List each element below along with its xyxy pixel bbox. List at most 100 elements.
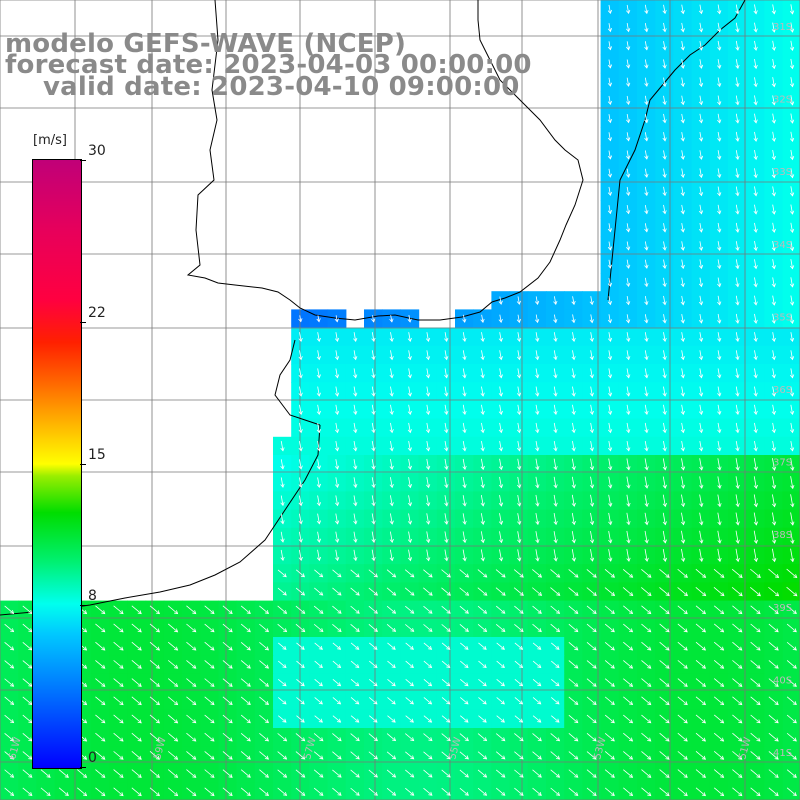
wind-arrow-head xyxy=(389,356,394,361)
wind-arrow xyxy=(459,605,469,614)
wind-arrow-head xyxy=(334,356,340,361)
wind-arrow xyxy=(644,4,648,14)
wind-arrow xyxy=(499,296,502,305)
wind-arrow xyxy=(444,531,448,543)
wind-arrow xyxy=(790,494,794,507)
wind-arrow xyxy=(608,59,611,68)
wind-arrow-head xyxy=(607,64,613,69)
wind-arrow xyxy=(590,458,593,470)
wind-arrow-head xyxy=(391,609,397,614)
wind-arrow-head xyxy=(155,701,160,706)
wind-arrow-head xyxy=(318,700,323,705)
wind-arrow-head xyxy=(228,719,233,724)
wind-arrow-head xyxy=(537,628,542,633)
wind-arrow-head xyxy=(790,503,795,508)
wind-arrow xyxy=(532,678,541,687)
wind-arrow-head xyxy=(628,792,634,797)
latitude-label: 33S xyxy=(773,167,792,178)
wind-arrow-head xyxy=(790,521,795,526)
wind-arrow xyxy=(499,404,502,415)
wind-arrow-head xyxy=(665,737,670,742)
wind-arrow-head xyxy=(683,682,688,687)
wind-arrow xyxy=(514,605,524,614)
wind-arrow-head xyxy=(774,646,779,651)
wind-cell xyxy=(127,782,147,800)
latitude-label: 36S xyxy=(773,385,792,396)
wind-arrow-head xyxy=(319,628,324,633)
wind-arrow-head xyxy=(389,410,394,416)
wind-arrow xyxy=(695,769,706,778)
wind-arrow xyxy=(608,277,611,287)
wind-arrow xyxy=(590,512,593,525)
wind-arrow-head xyxy=(83,664,88,669)
wind-arrow xyxy=(371,368,375,378)
wind-arrow-head xyxy=(644,429,649,434)
wind-arrow xyxy=(350,587,360,596)
wind-arrow xyxy=(369,660,378,668)
wind-arrow xyxy=(204,678,215,687)
wind-arrow-head xyxy=(738,773,743,778)
wind-arrow-head xyxy=(519,591,524,596)
wind-arrow xyxy=(4,642,14,651)
wind-arrow-head xyxy=(698,173,704,179)
wind-arrow xyxy=(663,295,666,305)
wind-cell xyxy=(782,182,800,201)
wind-arrow xyxy=(167,660,178,669)
wind-arrow xyxy=(350,733,360,741)
wind-arrow xyxy=(735,440,739,451)
wind-arrow xyxy=(460,715,469,723)
wind-arrow-head xyxy=(192,773,197,778)
wind-arrow-head xyxy=(698,374,704,379)
wind-arrow xyxy=(681,150,684,160)
wind-arrow-head xyxy=(698,82,704,88)
wind-arrow xyxy=(681,113,684,123)
wind-arrow xyxy=(371,531,375,543)
wind-arrow xyxy=(695,605,706,614)
wind-arrow-head xyxy=(446,737,451,742)
wind-arrow-head xyxy=(665,682,670,687)
wind-arrow-head xyxy=(680,539,686,544)
wind-arrow-head xyxy=(771,210,776,215)
wind-arrow xyxy=(717,440,721,451)
wind-arrow xyxy=(296,697,305,705)
wind-arrow-head xyxy=(101,773,106,778)
wind-cell xyxy=(782,18,800,37)
wind-arrow xyxy=(677,568,688,578)
wind-arrow xyxy=(681,4,684,14)
wind-arrow xyxy=(371,386,375,397)
wind-arrow-head xyxy=(537,591,543,596)
wind-arrow-head xyxy=(535,520,540,526)
wind-arrow-head xyxy=(647,682,652,687)
wind-arrow xyxy=(426,368,429,378)
wind-arrow xyxy=(408,422,411,433)
wind-arrow xyxy=(590,314,593,323)
wind-arrow-head xyxy=(717,155,722,160)
wind-arrow xyxy=(754,241,757,251)
wind-arrow xyxy=(405,769,414,778)
wind-arrow xyxy=(608,314,611,323)
wind-arrow-head xyxy=(389,374,394,379)
wind-arrow-head xyxy=(553,539,558,544)
wind-arrow xyxy=(313,623,324,632)
wind-arrow xyxy=(717,131,721,142)
wind-arrow xyxy=(222,787,233,796)
wind-arrow xyxy=(335,315,338,322)
wind-arrow xyxy=(423,587,433,596)
wind-arrow-head xyxy=(389,318,394,323)
wind-arrow xyxy=(772,404,775,415)
wind-cell xyxy=(764,782,784,800)
wind-arrow xyxy=(623,769,633,778)
wind-arrow xyxy=(408,458,411,470)
wind-arrow xyxy=(4,787,14,796)
wind-arrow xyxy=(553,332,557,342)
wind-arrow-head xyxy=(534,318,540,324)
wind-arrow xyxy=(22,714,33,723)
wind-arrow xyxy=(477,587,488,596)
wind-arrow xyxy=(608,332,611,342)
wind-arrow xyxy=(481,350,484,360)
wind-arrow xyxy=(659,678,670,687)
wind-arrow xyxy=(677,732,688,742)
wind-arrow-head xyxy=(717,301,722,306)
wind-arrow xyxy=(604,714,615,724)
wind-arrow xyxy=(790,113,793,124)
